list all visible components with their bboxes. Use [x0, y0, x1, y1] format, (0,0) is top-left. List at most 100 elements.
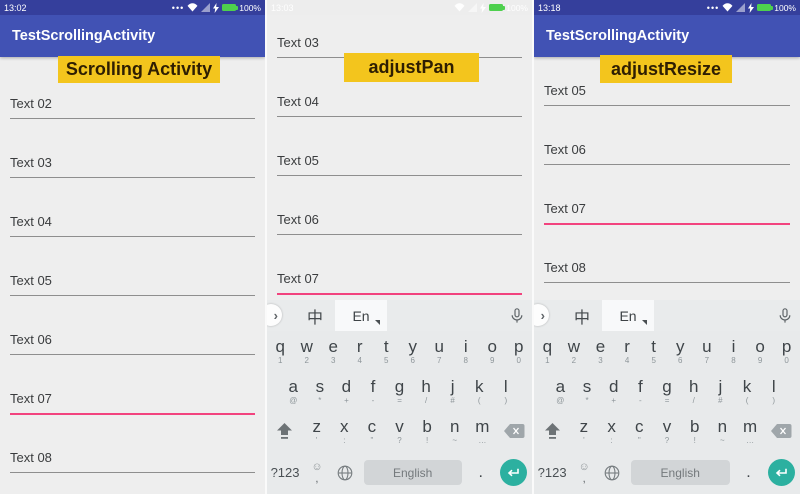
- text-field-03[interactable]: Text 03: [10, 155, 255, 178]
- key-v[interactable]: v?: [395, 416, 404, 445]
- key-h[interactable]: h /: [421, 376, 431, 405]
- text-field-06[interactable]: Text 06: [277, 212, 522, 235]
- space-key[interactable]: English: [626, 460, 735, 485]
- key-a[interactable]: a @: [555, 376, 566, 405]
- key-f[interactable]: f-: [370, 376, 376, 405]
- text-field-07-focused[interactable]: Text 07: [277, 271, 522, 295]
- text-field-04[interactable]: Text 04: [10, 214, 255, 237]
- key-j[interactable]: j #: [450, 376, 455, 405]
- lang-chinese-key[interactable]: 中: [306, 309, 323, 327]
- emoji-comma-key[interactable]: ☺ ,: [578, 460, 590, 485]
- key-z[interactable]: z ': [579, 416, 589, 445]
- symbols-key[interactable]: ?123: [270, 465, 300, 480]
- expand-toolbar-button[interactable]: ›: [534, 304, 549, 326]
- text-field-06[interactable]: Text 06: [10, 332, 255, 355]
- keyboard-row-3: z ' x: c " v? b! n ~ m…: [267, 411, 532, 451]
- key-h[interactable]: h /: [688, 376, 699, 405]
- keyboard-row-4: ?123 ☺ , English .: [267, 451, 532, 494]
- key-l[interactable]: l): [771, 376, 776, 405]
- key-b[interactable]: b!: [422, 416, 432, 445]
- globe-key[interactable]: [598, 465, 626, 481]
- key-j[interactable]: j #: [718, 376, 723, 405]
- period-key[interactable]: .: [478, 464, 483, 481]
- key-c[interactable]: c ": [367, 416, 377, 445]
- lang-chinese-key[interactable]: 中: [573, 309, 590, 327]
- space-key[interactable]: English: [359, 460, 467, 485]
- mic-icon[interactable]: [779, 307, 791, 324]
- period-key[interactable]: .: [746, 464, 751, 481]
- text-field-label: Text 07: [10, 391, 52, 406]
- battery-percent: 100%: [774, 2, 796, 13]
- text-field-07-focused[interactable]: Text 07: [544, 201, 790, 225]
- key-c[interactable]: c ": [635, 416, 644, 445]
- backspace-key[interactable]: [496, 424, 532, 438]
- key-m[interactable]: m…: [475, 416, 490, 445]
- key-s[interactable]: s *: [315, 376, 325, 405]
- mic-icon[interactable]: [511, 307, 523, 324]
- text-field-02[interactable]: Text 02: [10, 96, 255, 119]
- text-field-04[interactable]: Text 04: [277, 94, 522, 117]
- key-z[interactable]: z ': [312, 416, 321, 445]
- enter-key[interactable]: [495, 459, 532, 486]
- key-d[interactable]: d +: [608, 376, 619, 405]
- lang-english-key[interactable]: En: [602, 300, 654, 331]
- text-field-05[interactable]: Text 05: [277, 153, 522, 176]
- key-b[interactable]: b!: [689, 416, 700, 445]
- panel-adjust-resize: 13:18 ••• 100% TestScrollingActivity adj…: [534, 0, 800, 494]
- lang-english-key[interactable]: En: [335, 300, 387, 331]
- key-n[interactable]: n ~: [450, 416, 460, 445]
- key-x[interactable]: x:: [607, 416, 616, 445]
- key-k[interactable]: k(: [474, 376, 484, 405]
- enter-key[interactable]: [762, 459, 800, 486]
- shift-key[interactable]: [267, 423, 303, 439]
- key-d[interactable]: d +: [341, 376, 352, 405]
- text-field-05[interactable]: Text 05: [10, 273, 255, 296]
- key-k[interactable]: k(: [742, 376, 752, 405]
- key-g[interactable]: g =: [662, 376, 672, 405]
- text-field-07-focused[interactable]: Text 07: [10, 391, 255, 415]
- status-time: 13:03: [271, 2, 294, 13]
- backspace-key[interactable]: [764, 424, 800, 438]
- text-field-08[interactable]: Text 08: [544, 260, 790, 283]
- signal-icon: [468, 3, 478, 12]
- key-n[interactable]: n ~: [717, 416, 728, 445]
- key-g[interactable]: g =: [394, 376, 405, 405]
- key-a[interactable]: a @: [288, 376, 299, 405]
- key-m[interactable]: m…: [743, 416, 758, 445]
- emoji-comma-key[interactable]: ☺ ,: [311, 460, 323, 485]
- symbols-key[interactable]: ?123: [537, 465, 567, 480]
- text-field-05[interactable]: Text 05: [544, 83, 790, 106]
- key-x[interactable]: x:: [340, 416, 349, 445]
- expand-toolbar-button[interactable]: ›: [267, 304, 282, 326]
- shift-key[interactable]: [534, 423, 570, 439]
- text-field-06[interactable]: Text 06: [544, 142, 790, 165]
- key-s[interactable]: s *: [582, 376, 592, 405]
- key-f[interactable]: f-: [637, 376, 643, 405]
- text-field-08[interactable]: Text 08: [10, 450, 255, 473]
- chevron-right-icon: ›: [540, 307, 545, 323]
- key-l[interactable]: l): [503, 376, 508, 405]
- key-v[interactable]: v?: [662, 416, 672, 445]
- globe-key[interactable]: [331, 465, 359, 481]
